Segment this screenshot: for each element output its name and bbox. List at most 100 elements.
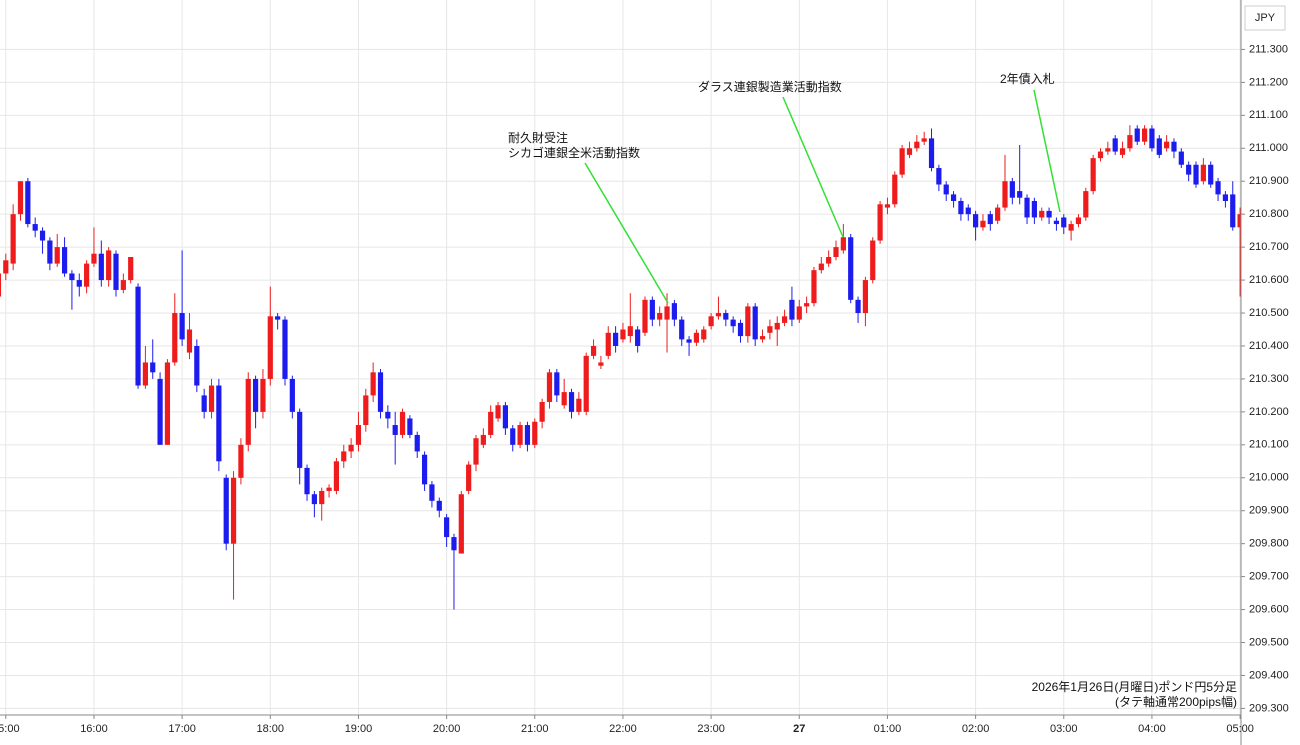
candle-body bbox=[3, 260, 9, 274]
candle-body bbox=[399, 411, 406, 435]
candle-body bbox=[1149, 128, 1155, 149]
candle-body bbox=[1090, 158, 1096, 192]
y-tick-label: 211.300 bbox=[1249, 43, 1288, 55]
candle-body bbox=[179, 313, 185, 340]
candle-body bbox=[238, 444, 244, 478]
candle-body bbox=[598, 362, 604, 366]
candle-body bbox=[311, 494, 317, 505]
candle-body bbox=[1156, 138, 1162, 155]
candle-body bbox=[590, 345, 597, 356]
candle-body bbox=[708, 316, 714, 327]
candle-body bbox=[693, 332, 700, 343]
x-tick-label: 20:00 bbox=[433, 723, 461, 735]
annotation-text: 耐久財受注 bbox=[508, 130, 568, 145]
y-tick-label: 210.900 bbox=[1249, 175, 1289, 187]
y-tick-label: 210.100 bbox=[1249, 439, 1289, 451]
candle-body bbox=[1215, 181, 1221, 195]
candle-body bbox=[950, 194, 957, 201]
candle-body bbox=[98, 253, 104, 281]
y-tick-label: 209.400 bbox=[1249, 669, 1289, 681]
candle-body bbox=[54, 247, 60, 264]
candle-body bbox=[899, 148, 905, 175]
candle-body bbox=[649, 299, 655, 320]
caption: 2026年1月26日(月曜日)ポンド円5分足 bbox=[1032, 680, 1237, 694]
annotation-pointer bbox=[782, 96, 844, 238]
candle-body bbox=[407, 418, 413, 435]
candle-body bbox=[157, 378, 163, 445]
candle-body bbox=[781, 316, 788, 323]
candle-body bbox=[135, 286, 141, 386]
candle-body bbox=[804, 303, 810, 307]
candle-body bbox=[811, 270, 817, 304]
candle-body bbox=[245, 378, 251, 445]
annotation-pointer bbox=[584, 162, 669, 304]
candle-body bbox=[480, 434, 486, 445]
y-tick-label: 210.600 bbox=[1249, 274, 1289, 286]
x-tick-label: 22:00 bbox=[609, 723, 637, 735]
x-tick-label: 16:00 bbox=[80, 723, 108, 735]
annotation-text: 2年債入札 bbox=[1000, 71, 1055, 86]
candle-body bbox=[657, 313, 663, 320]
candle-body bbox=[297, 411, 303, 468]
candle-body bbox=[473, 438, 479, 465]
candle-body bbox=[921, 138, 927, 142]
x-tick-label: 21:00 bbox=[521, 723, 549, 735]
candle-body bbox=[870, 240, 876, 281]
y-tick-label: 209.700 bbox=[1249, 571, 1289, 583]
candle-body bbox=[627, 326, 633, 337]
candle-body bbox=[392, 425, 398, 435]
candle-body bbox=[69, 273, 75, 281]
candle-body bbox=[554, 372, 560, 396]
candle-body bbox=[230, 477, 237, 544]
candle-body bbox=[142, 362, 148, 386]
candle-body bbox=[583, 355, 589, 412]
candle-body bbox=[745, 306, 751, 337]
candle-body bbox=[1171, 141, 1177, 152]
candle-body bbox=[267, 316, 273, 379]
candle-body bbox=[789, 299, 795, 320]
candle-body bbox=[91, 253, 97, 264]
candle-body bbox=[1053, 220, 1060, 225]
candle-body bbox=[943, 184, 949, 195]
candle-body bbox=[488, 411, 494, 435]
currency-box bbox=[1244, 5, 1286, 31]
candle-body bbox=[1046, 210, 1052, 218]
candle-body bbox=[39, 230, 46, 241]
candle-body bbox=[186, 329, 193, 353]
candle-body bbox=[752, 306, 758, 340]
candle-body bbox=[201, 395, 207, 412]
candle-body bbox=[32, 224, 38, 231]
candle-body bbox=[252, 378, 259, 412]
candle-body bbox=[635, 329, 641, 346]
x-tick-label: 02:00 bbox=[962, 723, 990, 735]
candle-body bbox=[855, 299, 861, 314]
candle-body bbox=[194, 345, 200, 386]
candle-body bbox=[517, 425, 523, 445]
candle-body bbox=[613, 332, 619, 346]
candle-body bbox=[928, 138, 935, 169]
x-tick-label: 01:00 bbox=[874, 723, 902, 735]
candle-body bbox=[524, 425, 531, 445]
candle-body bbox=[223, 477, 229, 544]
candle-body bbox=[701, 329, 707, 340]
candle-body bbox=[848, 237, 854, 300]
candles bbox=[0, 125, 1241, 610]
candle-body bbox=[1237, 214, 1241, 228]
grid bbox=[0, 0, 1241, 715]
candle-body bbox=[1186, 164, 1192, 175]
x-tick-label: 04:00 bbox=[1138, 723, 1166, 735]
candle-body bbox=[106, 250, 112, 281]
candle-body bbox=[10, 214, 16, 264]
x-tick-label: 19:00 bbox=[345, 723, 373, 735]
candle-body bbox=[17, 181, 24, 215]
candle-body bbox=[1112, 138, 1118, 152]
x-tick-label: 03:00 bbox=[1050, 723, 1078, 735]
candle-body bbox=[47, 240, 53, 264]
candle-body bbox=[510, 428, 516, 445]
x-tick-label: 17:00 bbox=[168, 723, 196, 735]
candle-body bbox=[1141, 128, 1148, 142]
candle-body bbox=[723, 313, 729, 320]
candle-body bbox=[862, 280, 868, 314]
candle-body bbox=[282, 319, 288, 379]
